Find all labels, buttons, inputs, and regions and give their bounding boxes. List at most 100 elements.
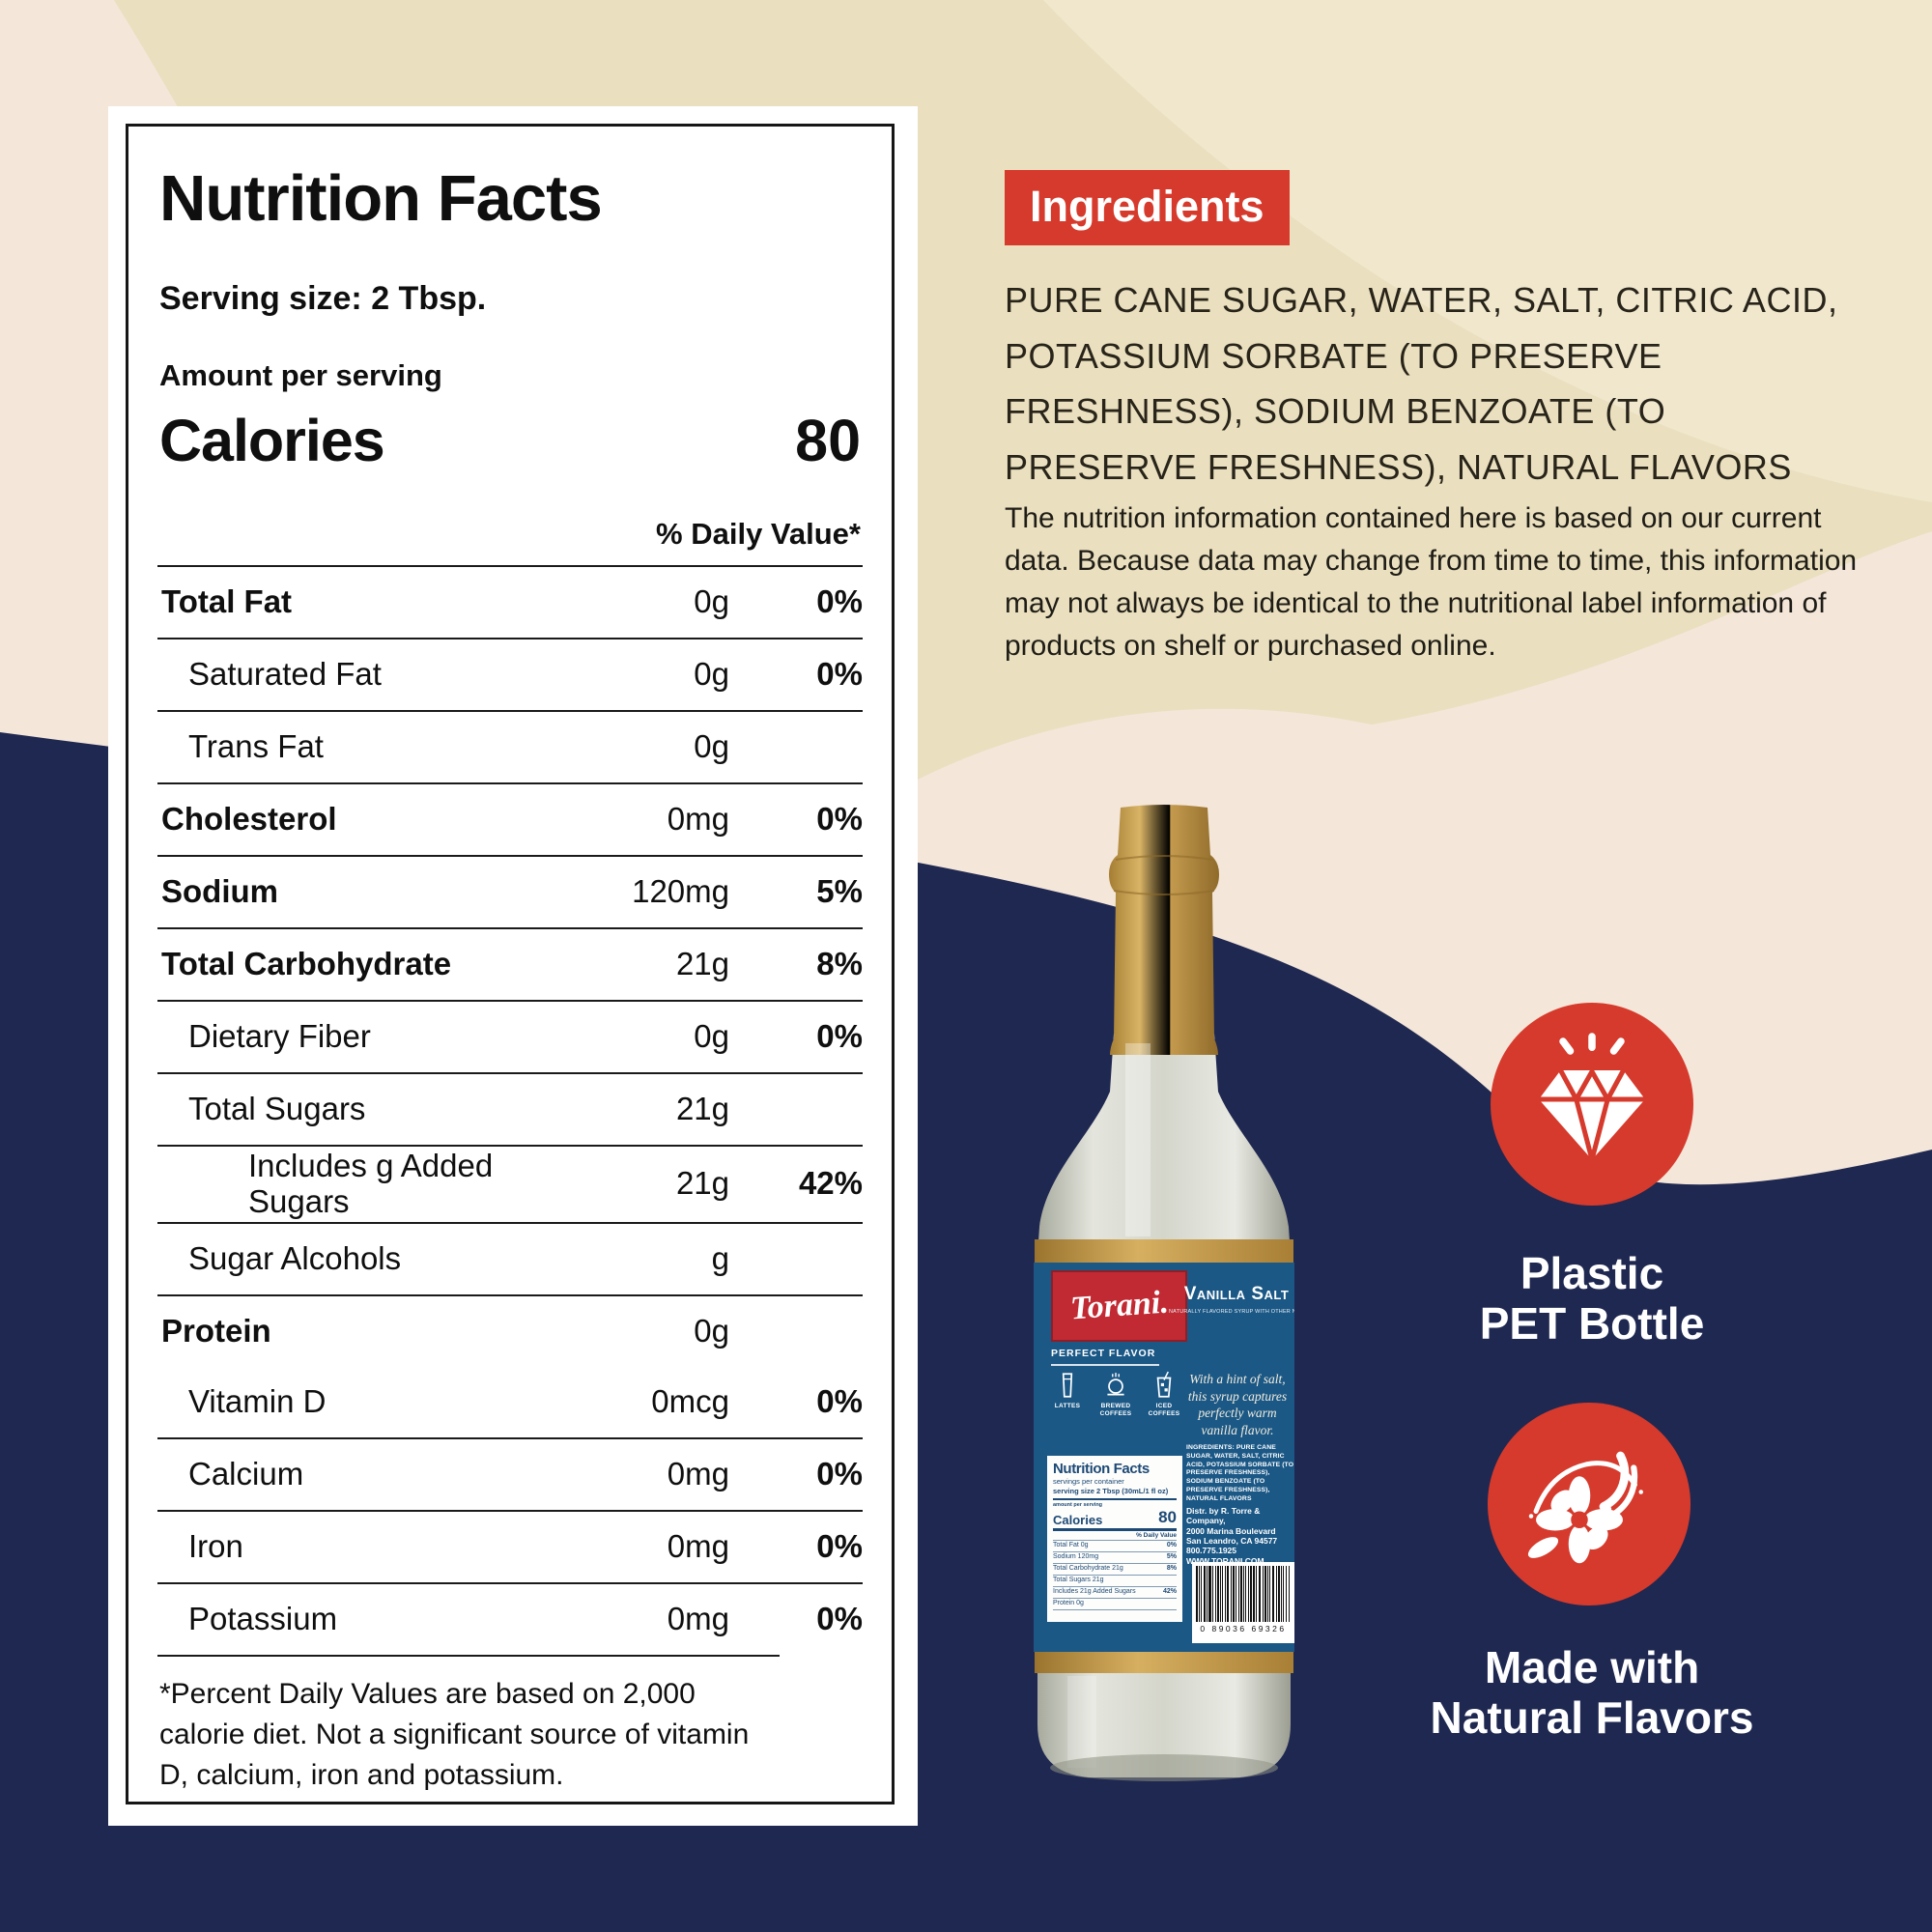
nutrient-daily-value: 0% xyxy=(816,1455,863,1492)
nutrient-amount: 0g xyxy=(694,728,729,765)
nutrient-label: Sugar Alcohols xyxy=(188,1239,402,1276)
use-brewed-coffees: BREWED COFFEES xyxy=(1092,1371,1140,1418)
feature-line: PET Bottle xyxy=(1479,1298,1705,1350)
ingredients-header-badge: Ingredients xyxy=(1005,170,1290,245)
mini-nutrient-row: Total Fat 0g 0% xyxy=(1053,1541,1177,1552)
mini-nutrient-row: Total Sugars 21g xyxy=(1053,1576,1177,1587)
nutrient-daily-value: 0% xyxy=(816,801,863,838)
nutrient-daily-value: 0% xyxy=(816,583,863,620)
nutrient-label: Sodium xyxy=(161,873,278,910)
nutrient-label: Potassium xyxy=(188,1600,338,1636)
distributor-line: WWW.TORANI.COM xyxy=(1186,1555,1264,1566)
nutrition-disclaimer-text: The nutrition information contained here… xyxy=(1005,502,1858,663)
nutrient-label: Protein xyxy=(161,1312,271,1349)
mini-calories-value: 80 xyxy=(1158,1507,1177,1526)
torani-logo-text: Torani. xyxy=(1068,1284,1170,1327)
daily-value-footnote: *Percent Daily Values are based on 2,000… xyxy=(157,1654,780,1796)
bottle-cap xyxy=(1109,805,1219,1055)
nutrient-amount: 21g xyxy=(675,946,729,982)
amount-per-serving: Amount per serving xyxy=(159,358,442,392)
product-bottle-image: Torani. Vanilla Salt NATURALLY FLAVORED … xyxy=(1029,802,1299,1816)
nutrition-facts-border: Nutrition Facts Serving size: 2 Tbsp. Am… xyxy=(126,124,895,1804)
distributor-line: San Leandro, CA 94577 xyxy=(1186,1536,1278,1547)
nutrient-row: Total Sugars 21g xyxy=(157,1072,863,1145)
barcode-bars xyxy=(1196,1566,1291,1622)
ingredients-text: PURE CANE SUGAR, WATER, SALT, CITRIC ACI… xyxy=(1005,280,1838,487)
nutrient-label: Includes g Added Sugars xyxy=(248,1148,494,1219)
nutrition-facts-title: Nutrition Facts xyxy=(159,162,603,235)
bottle-nutrition-panel: Nutrition Facts servings per container s… xyxy=(1047,1456,1182,1622)
nutrient-label: Total Sugars xyxy=(188,1091,366,1127)
nutrient-row: Cholesterol 0mg 0% xyxy=(157,782,863,855)
distributor-line: 2000 Marina Boulevard xyxy=(1186,1525,1276,1536)
nutrient-label: Trans Fat xyxy=(188,728,324,765)
nutrient-row: Potassium 0mg 0% xyxy=(157,1581,863,1655)
diamond-icon xyxy=(1539,1033,1645,1170)
mini-amount-per-serving: amount per serving xyxy=(1053,1501,1103,1508)
nutrient-amount: 120mg xyxy=(632,873,729,910)
perfect-flavor-for-label: PERFECT FLAVOR FOR xyxy=(1051,1348,1159,1366)
nutrient-row: Sugar Alcohols g xyxy=(157,1221,863,1294)
nutrient-amount: 21g xyxy=(675,1165,729,1202)
iced-cup-icon xyxy=(1156,1371,1172,1398)
mini-nutrient-row: Sodium 120mg 5% xyxy=(1053,1552,1177,1564)
nutrient-amount: 0mg xyxy=(667,1527,729,1564)
bottle-flavor-name: Vanilla Salt xyxy=(1183,1284,1290,1304)
nutrient-row: Iron 0mg 0% xyxy=(157,1509,863,1582)
nutrient-row: Sodium 120mg 5% xyxy=(157,855,863,927)
coffee-cup-icon xyxy=(1107,1373,1124,1396)
nutrient-row: Total Fat 0g 0% xyxy=(157,565,863,638)
background-light-blob xyxy=(1043,0,1932,502)
torani-logo: Torani. xyxy=(1051,1270,1187,1342)
nutrient-row: Includes g Added Sugars 21g 42% xyxy=(157,1145,863,1222)
use-label: LATTES xyxy=(1054,1403,1081,1409)
feature-line: Plastic xyxy=(1520,1248,1664,1298)
nutrient-amount: 0mcg xyxy=(651,1382,729,1419)
mini-servings: servings per container xyxy=(1053,1477,1124,1486)
calories-row: Calories 80 xyxy=(157,397,863,501)
nutrient-daily-value: 0% xyxy=(816,1018,863,1055)
nutrient-daily-value: 42% xyxy=(798,1165,863,1202)
nutrient-row: Vitamin D 0mcg 0% xyxy=(157,1367,863,1437)
nutrient-label: Saturated Fat xyxy=(188,656,382,693)
nutrient-row: Protein 0g xyxy=(157,1293,863,1367)
nutrient-amount: 0g xyxy=(694,1312,729,1349)
nutrient-daily-value: 5% xyxy=(816,873,863,910)
nutrient-daily-value: 0% xyxy=(816,1600,863,1636)
nutrient-amount: 21g xyxy=(675,1091,729,1127)
nutrition-facts-card: Nutrition Facts Serving size: 2 Tbsp. Am… xyxy=(108,106,918,1826)
nutrient-rows-micronutrients: Vitamin D 0mcg 0% Calcium 0mg 0% Iron 0mg 0% Pota… xyxy=(157,1367,863,1655)
mini-nutrient-row: Total Carbohydrate 21g 8% xyxy=(1053,1564,1177,1576)
bottle-flavor-subtitle: NATURALLY FLAVORED SYRUP WITH OTHER NATU… xyxy=(1169,1309,1294,1315)
nutrient-label: Cholesterol xyxy=(161,801,337,838)
nutrient-label: Vitamin D xyxy=(188,1382,327,1419)
mini-calories-label: Calories xyxy=(1053,1512,1103,1527)
mini-nutrient-row: Protein 0g xyxy=(1053,1599,1177,1610)
nutrient-daily-value: 0% xyxy=(816,1527,863,1564)
mini-nutrient-row: Includes 21g Added Sugars 42% xyxy=(1053,1587,1177,1599)
nutrient-label: Iron xyxy=(188,1527,243,1564)
calories-label: Calories xyxy=(159,408,385,473)
use-iced-coffees: ICED COFFEES xyxy=(1140,1371,1188,1418)
nutrient-label: Total Fat xyxy=(161,583,293,620)
distributor-line: 800.775.1925 xyxy=(1186,1546,1236,1556)
nutrient-row: Saturated Fat 0g 0% xyxy=(157,638,863,710)
nutrient-amount: 0mg xyxy=(667,1455,729,1492)
nutrient-amount: 0g xyxy=(694,583,729,620)
bottle-tagline: With a hint of salt, this syrup captures… xyxy=(1187,1372,1288,1437)
nutrient-label: Dietary Fiber xyxy=(188,1018,371,1055)
barcode: 0 89036 69326 xyxy=(1192,1562,1294,1643)
use-label: BREWED COFFEES xyxy=(1099,1403,1132,1418)
nutrient-row: Total Carbohydrate 21g 8% xyxy=(157,927,863,1000)
nutrient-row: Trans Fat 0g xyxy=(157,710,863,782)
use-icons-row: LATTES BREWED COFFEES xyxy=(1043,1371,1188,1418)
use-lattes: LATTES xyxy=(1043,1371,1092,1418)
plastic-bottle-feature-label: Plastic PET Bottle xyxy=(1389,1248,1795,1350)
latte-glass-icon xyxy=(1062,1373,1073,1398)
nutrient-rows-main: Total Fat 0g 0% Saturated Fat 0g 0% Trans Fat 0… xyxy=(157,565,863,1367)
nutrient-amount: 0g xyxy=(694,656,729,693)
nutrient-amount: g xyxy=(711,1239,729,1276)
mini-nutrition-title: Nutrition Facts xyxy=(1053,1461,1150,1477)
label-gold-band-top xyxy=(1035,1239,1293,1263)
